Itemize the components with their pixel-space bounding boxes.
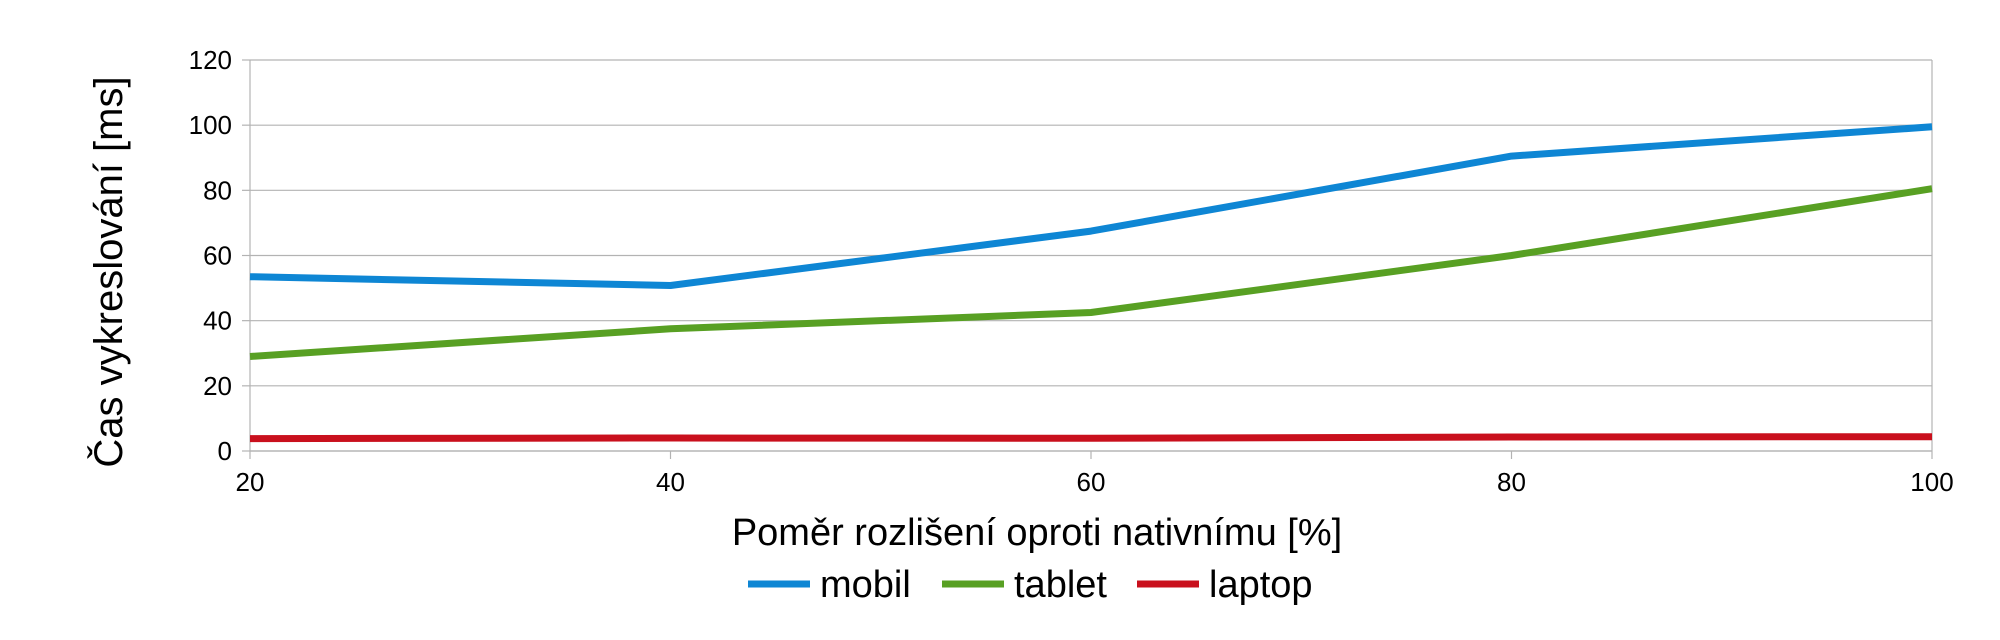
x-tick-label-80: 80 [1497,467,1526,497]
legend-label-laptop: laptop [1209,564,1313,606]
legend-label-mobil: mobil [820,564,911,606]
y-tick-label-60: 60 [203,241,232,271]
grid-lines [250,59,1932,452]
y-tick-label-40: 40 [203,306,232,336]
y-tick-label-0: 0 [218,436,232,466]
axes [242,59,1933,459]
y-tick-label-80: 80 [203,175,232,205]
x-tick-label-40: 40 [656,467,685,497]
series-lines [249,123,1933,443]
legend-label-tablet: tablet [1014,564,1107,606]
y-tick-label-120: 120 [189,45,232,75]
y-tick-label-20: 20 [203,371,232,401]
x-axis-label: Poměr rozlišení oproti nativnímu [%] [732,512,1342,554]
series-line-mobil [249,123,1933,289]
y-tick-labels: 0 20 40 60 80 100 120 [189,45,232,466]
series-line-tablet [249,185,1933,360]
legend: mobil tablet laptop [748,564,1313,606]
x-tick-labels: 20 40 60 80 100 [236,467,1954,497]
x-tick-label-100: 100 [1910,467,1953,497]
y-axis-label: Čas vykreslování [ms] [86,76,131,467]
x-tick-label-60: 60 [1077,467,1106,497]
y-tick-label-100: 100 [189,110,232,140]
x-tick-label-20: 20 [236,467,265,497]
series-line-laptop [249,433,1933,443]
